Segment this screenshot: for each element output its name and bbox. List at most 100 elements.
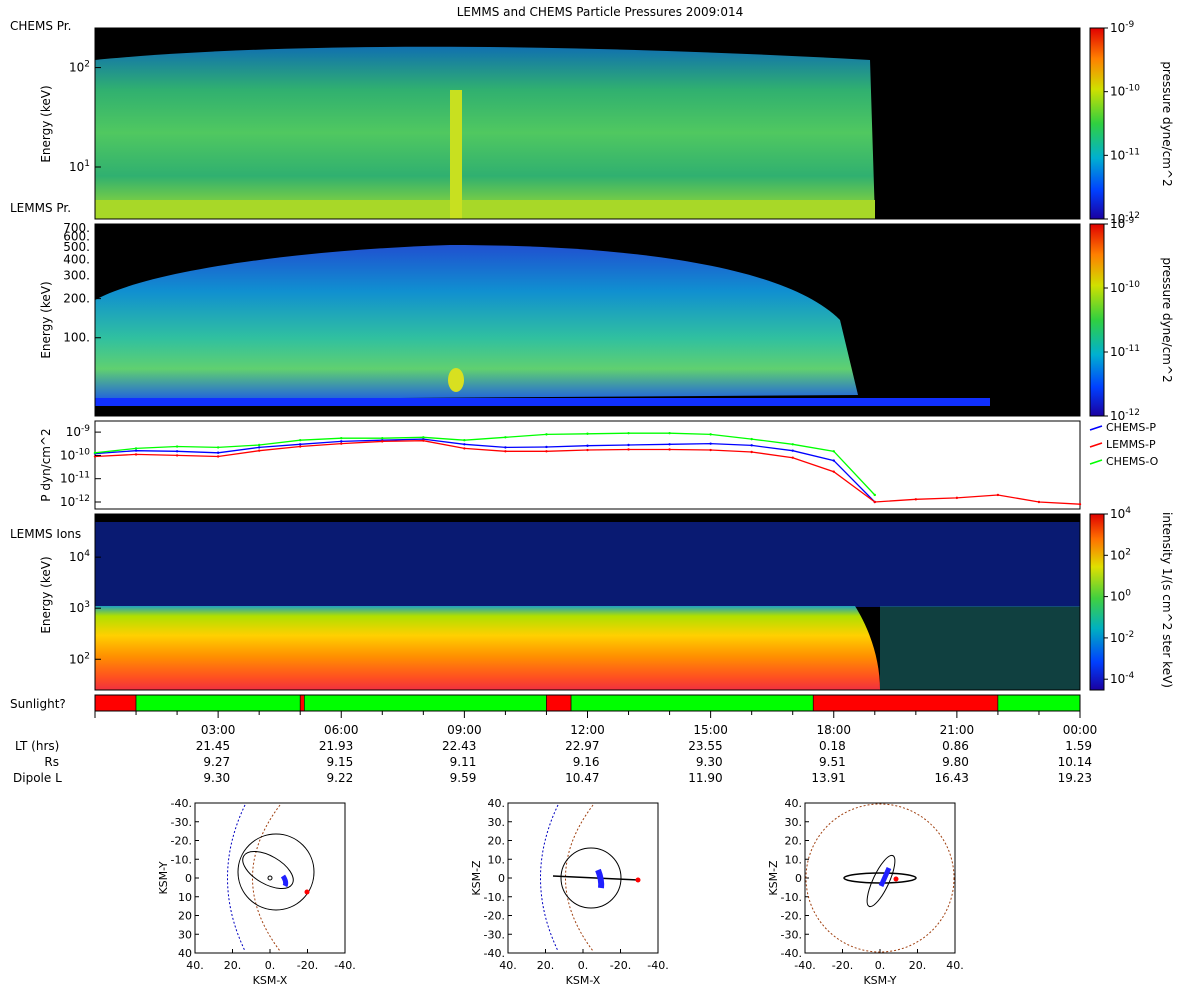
orbit-ytick-label: -40.: [484, 947, 505, 960]
series-lemms-p-point: [463, 447, 466, 450]
ephemeris-value: 23.55: [688, 739, 722, 753]
lemms-ions-colorbar-tick-label: 102: [1110, 547, 1131, 562]
time-tick-label: 18:00: [816, 723, 851, 737]
page-title: LEMMS and CHEMS Particle Pressures 2009:…: [456, 5, 744, 19]
ephemeris-value: 10.14: [1058, 755, 1092, 769]
series-chems-o-point: [93, 451, 97, 454]
time-tick-label: 06:00: [324, 723, 359, 737]
sunlight-segment-sunlit: [997, 694, 1081, 712]
series-chems-o-point: [586, 432, 589, 435]
orbit-ytick-label: 30.: [785, 816, 803, 829]
orbit-ylabel: KSM-Z: [767, 860, 780, 896]
series-chems-p-point: [134, 449, 138, 452]
ephemeris-value: 13.91: [811, 771, 845, 785]
ephemeris-value: 10.47: [565, 771, 599, 785]
orbit-ytick-label: 10.: [488, 853, 506, 866]
series-lemms-p-point: [791, 456, 794, 459]
series-chems-p-point: [545, 445, 548, 449]
spacecraft-orbit-path: [242, 850, 294, 890]
legend-swatch: [1089, 442, 1103, 448]
orbit-xtick-label: -40.: [334, 959, 355, 972]
ephemeris-value: 21.93: [319, 739, 353, 753]
series-chems-p-point: [175, 450, 179, 453]
series-lemms-p-point: [216, 455, 220, 458]
series-lemms-p-point: [914, 498, 918, 501]
lemms-ions-colorbar-label: intensity 1/(s cm^2 ster keV): [1160, 512, 1174, 688]
ephemeris-row-label: Rs: [44, 755, 59, 769]
pressure-legend: CHEMS-P LEMMS-P CHEMS-O: [1089, 421, 1159, 468]
lemms-pressure-enhancement-0900: [448, 368, 464, 392]
time-axis: 03:00 06:00 09:00 12:00 15:00 18:00 21:00 00:00…: [13, 710, 1097, 785]
ephemeris-value: 22.97: [565, 739, 599, 753]
sunlight-panel: Sunlight?: [10, 694, 1081, 712]
series-lemms-p-point: [627, 448, 630, 451]
orbit-xtick-label: -20.: [297, 959, 318, 972]
legend-entry: LEMMS-P: [1106, 438, 1156, 451]
series-lemms-p-point: [381, 440, 384, 443]
ephemeris-value: 9.59: [450, 771, 477, 785]
series-lemms-p-point: [1078, 503, 1082, 506]
series-chems-o-point: [832, 450, 835, 453]
orbit-ytick-label: 20.: [785, 835, 803, 848]
ephemeris-row-label: Dipole L: [13, 771, 62, 785]
lemms-pressure-ytick-label: 300.: [63, 269, 90, 283]
time-tick-label: 12:00: [570, 723, 605, 737]
sunlight-segment-shadow: [299, 694, 305, 712]
series-chems-o-point: [668, 431, 671, 435]
series-chems-o-point: [709, 433, 712, 436]
orbit-ytick-label: 10: [178, 891, 192, 904]
orbit-ytick-label: 40.: [785, 797, 803, 810]
spacecraft-day-track: [878, 866, 892, 888]
sunlight-segment-shadow: [812, 694, 999, 712]
orbit-ylabel: KSM-Y: [157, 861, 170, 894]
chems-colorbar: [1089, 27, 1105, 220]
magnetopause-boundary: [227, 804, 246, 952]
orbit-ytick-label: -30.: [781, 928, 802, 941]
bow-shock-boundary: [565, 804, 594, 952]
chems-panel: CHEMS Pr. LEMMS Pr. Energy (keV) 101102 …: [10, 19, 1174, 226]
orbit-reference-ellipse: [866, 854, 896, 908]
orbit-xtick-label: 20.: [537, 959, 555, 972]
series-chems-p-point: [709, 442, 712, 445]
lemms-ions-ylabel: Energy (keV): [39, 556, 53, 633]
series-lemms-p-point: [422, 439, 425, 442]
lemms-ions-sparse-region: [880, 606, 1080, 690]
spacecraft-position-marker: [893, 876, 899, 882]
lemms-pressure-map: [95, 245, 858, 400]
lemms-ions-colorbar: [1089, 513, 1105, 691]
ephemeris-row-label: LT (hrs): [15, 739, 59, 753]
orbit-ytick-label: 40.: [488, 797, 506, 810]
series-chems-p-point: [504, 446, 507, 449]
lemms-pressure-low-band: [95, 398, 990, 406]
lemms-pressure-ytick-label: 100.: [63, 331, 90, 345]
pressure-line-ytick-label: 10-10: [60, 447, 90, 462]
sunlight-segment-sunlit: [135, 694, 301, 712]
orbit-xz-plot: 40.30.20.10.0-10.-20.-30.-40.40. 20. 0. -20…: [470, 797, 669, 987]
orbit-xtick-label: 20.: [909, 959, 927, 972]
series-chems-o-point: [299, 438, 302, 442]
pressure-line-ytick-label: 10-12: [60, 494, 90, 509]
series-chems-o-point: [545, 433, 548, 436]
saturn-marker: [267, 875, 273, 881]
spacecraft-position-marker: [635, 877, 641, 883]
orbit-ytick-label: -40.: [781, 947, 802, 960]
series-lemms-p-point: [340, 442, 343, 445]
series-chems-o-point: [422, 436, 425, 439]
chems-low-energy-band: [95, 200, 875, 219]
series-chems-p-point: [627, 443, 630, 447]
lemms-pressure-colorbar-tick-label: 10-11: [1110, 344, 1140, 359]
lemms-pressure-ytick-label: 200.: [63, 292, 90, 306]
ephemeris-value: 21.45: [196, 739, 230, 753]
orbit-reference-circle: [237, 833, 315, 911]
series-chems-p-point: [463, 443, 466, 446]
series-chems-p-point: [216, 451, 220, 454]
ephemeris-value: 9.51: [819, 755, 846, 769]
orbit-yz-plot: 40. 30. 20. 10. 0 -10. -20. -30. -40.-40. -20. 0. 2…: [767, 797, 964, 987]
lemms-ions-colorbar-tick-label: 104: [1110, 506, 1131, 521]
spacecraft-day-track: [280, 874, 289, 888]
pressure-line-ylabel: P dyn/cm^2: [39, 428, 53, 501]
orbit-xlabel: KSM-X: [566, 974, 601, 987]
orbit-ytick-label: -20.: [484, 910, 505, 923]
